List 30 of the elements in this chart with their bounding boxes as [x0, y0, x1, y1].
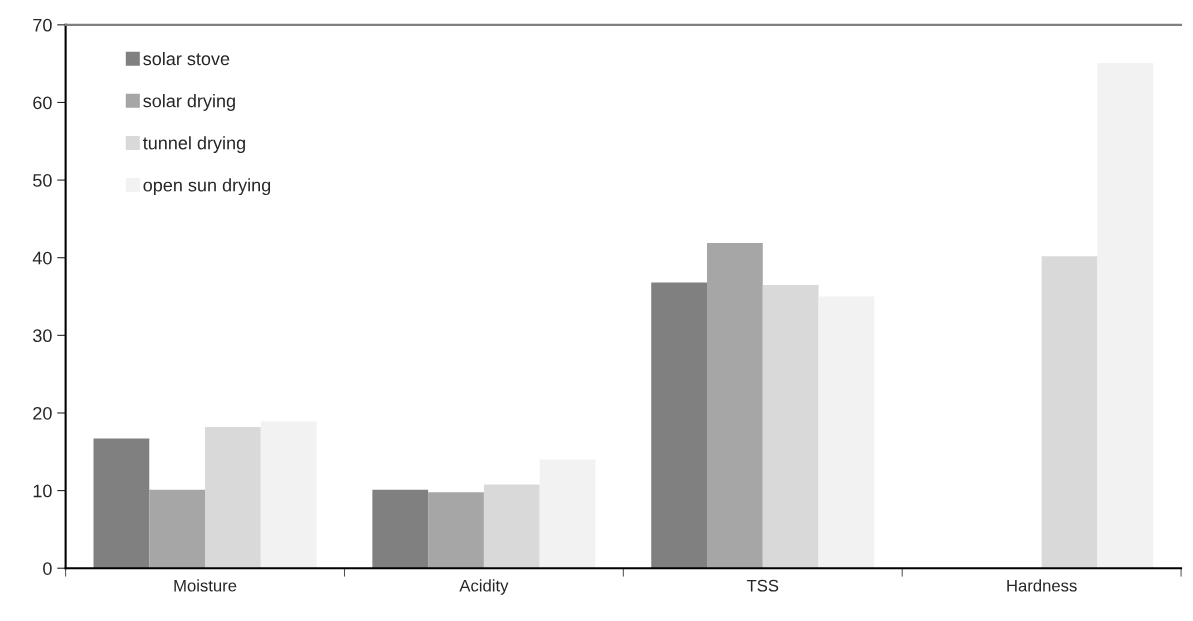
- bar: [372, 489, 429, 569]
- legend-label: solar drying: [143, 94, 235, 111]
- bar: [260, 421, 317, 569]
- bar: [149, 489, 206, 569]
- y-tick-label: 20: [33, 406, 52, 420]
- x-tick-label: Acidity: [459, 579, 509, 595]
- y-tick-label: 0: [43, 562, 52, 575]
- bar: [651, 282, 707, 569]
- bar: [762, 284, 819, 569]
- bar: [539, 459, 596, 569]
- y-tick-label: 10: [33, 484, 52, 498]
- bar: [1097, 62, 1154, 569]
- bar: [1041, 256, 1098, 569]
- y-tick-label: 70: [33, 18, 52, 32]
- x-tick-label: Hardness: [1007, 579, 1077, 592]
- y-tick-label: 60: [33, 96, 52, 110]
- y-tick-label: 50: [33, 174, 52, 187]
- bar: [707, 242, 763, 569]
- bar: [205, 426, 261, 569]
- legend-label: tunnel drying: [143, 136, 245, 154]
- bar: [483, 484, 540, 569]
- bar: [818, 296, 875, 569]
- y-tick-label: 40: [32, 251, 52, 265]
- y-tick-label: 30: [33, 329, 52, 343]
- x-tick-label: Moisture: [174, 579, 237, 592]
- x-tick-label: TSS: [746, 579, 779, 592]
- legend-label: solar stove: [143, 51, 230, 66]
- legend-label: open sun drying: [143, 178, 271, 196]
- bar: [428, 492, 484, 569]
- bar: [93, 438, 150, 569]
